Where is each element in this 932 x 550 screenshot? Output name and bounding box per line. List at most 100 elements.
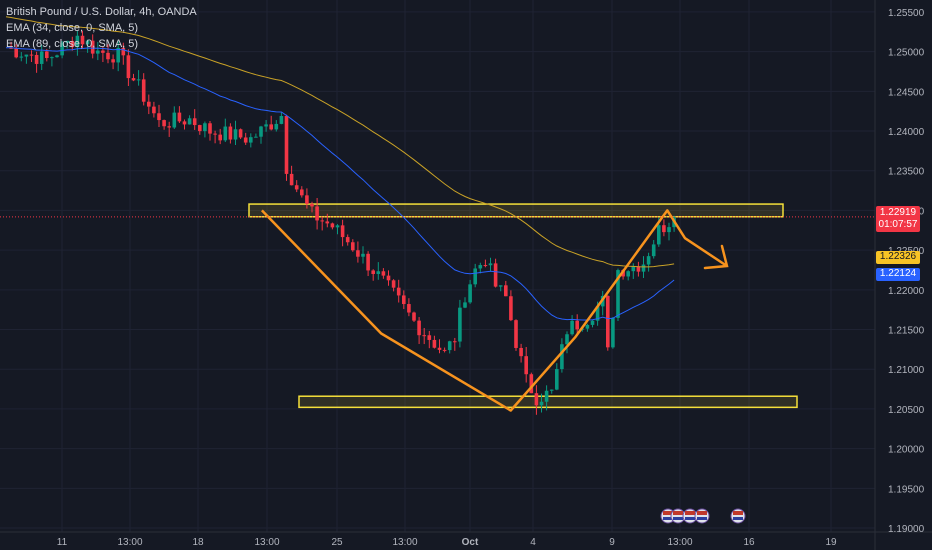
flag-stripe [685, 511, 695, 515]
x-tick-label: 13:00 [392, 537, 417, 548]
candle-body [447, 341, 452, 351]
flag-stripe [673, 511, 683, 515]
candle-body [417, 320, 421, 336]
candle-body [442, 349, 447, 351]
candle-body [345, 237, 350, 243]
candle-body [371, 270, 375, 274]
candle-body [111, 59, 115, 63]
time-axis[interactable]: 11 13:00 18 13:00 25 13:00 Oct 4 9 13:00 16 19 [57, 537, 837, 548]
candle-body [386, 275, 391, 281]
candle-body [75, 35, 80, 48]
y-tick-label: 1.20500 [888, 405, 925, 416]
candle-body [192, 118, 197, 126]
flag-stripe [685, 517, 695, 520]
candle-body [626, 271, 630, 277]
arrow-head [703, 244, 729, 270]
candle-body [631, 266, 636, 272]
candle-body [463, 302, 467, 308]
candle-body [34, 54, 39, 64]
candle-body [45, 51, 49, 58]
candle-body [254, 136, 258, 138]
candle-body [422, 335, 426, 337]
symbol-title[interactable]: British Pound / U.S. Dollar, 4h, OANDA [6, 6, 197, 18]
candle-body [514, 320, 518, 348]
candle-body [646, 256, 651, 265]
y-tick-label: 1.21500 [888, 326, 925, 337]
candle-body [167, 126, 171, 128]
ema-89-line [5, 16, 675, 268]
candle-body [259, 126, 263, 137]
candle-body [294, 185, 299, 190]
candle-body [468, 284, 472, 303]
candle-body [187, 118, 192, 125]
candle-body [662, 225, 666, 233]
candle-body [376, 271, 381, 274]
horizontal-zones [248, 203, 798, 409]
candle-body [636, 266, 641, 272]
y-tick-label: 1.19000 [888, 524, 925, 535]
candle-body [14, 48, 18, 58]
candle-body [70, 40, 75, 48]
ema-34-line [6, 47, 675, 321]
y-tick-label: 1.24000 [888, 127, 925, 138]
candle-body [335, 225, 340, 228]
candle-body [300, 189, 304, 196]
ema89-legend[interactable]: EMA (89, close, 0, SMA, 5) [6, 38, 139, 50]
candle-body [549, 389, 554, 391]
candle-body [595, 306, 600, 321]
candle-body [243, 137, 248, 143]
candle-body [162, 120, 166, 127]
candle-body [90, 40, 95, 54]
candle-body [493, 263, 498, 287]
candle-body [147, 101, 151, 107]
flag-stripe [697, 511, 707, 515]
economic-event-icon[interactable] [730, 508, 746, 524]
flag-stripe [663, 517, 673, 520]
candle-body [437, 347, 442, 350]
y-tick-label: 1.25500 [888, 8, 925, 19]
x-tick-label: 13:00 [117, 537, 142, 548]
candle-body [407, 304, 411, 313]
economic-event-icon[interactable] [694, 508, 710, 524]
candle-body [284, 116, 289, 174]
candle-body [29, 54, 34, 56]
candle-body [325, 221, 330, 224]
candle-body [310, 203, 314, 207]
candle-body [24, 54, 29, 57]
x-tick-label: 16 [743, 537, 755, 548]
candle-body [39, 51, 44, 64]
candlestick-series [9, 30, 676, 415]
flag-stripe [663, 511, 673, 515]
candle-body [544, 390, 549, 402]
flag-stripe [733, 511, 743, 515]
candle-body [121, 47, 126, 56]
candle-body [667, 227, 671, 233]
candle-body [228, 126, 233, 140]
candle-body [524, 356, 528, 375]
candle-body [616, 270, 620, 318]
chart-legend: British Pound / U.S. Dollar, 4h, OANDA E… [6, 4, 197, 52]
candle-body [55, 55, 59, 58]
candle-body [396, 287, 401, 296]
candle-body [539, 401, 544, 406]
candle-body [141, 79, 146, 102]
x-tick-label: 13:00 [667, 537, 692, 548]
candle-body [590, 320, 595, 325]
candle-body [172, 112, 177, 128]
candle-body [101, 50, 105, 53]
last-price-value: 1.22919 [879, 207, 917, 218]
candle-body [330, 223, 335, 228]
candle-body [9, 47, 13, 49]
economic-events[interactable] [660, 508, 746, 524]
ema34-legend[interactable]: EMA (34, close, 0, SMA, 5) [6, 22, 139, 34]
candle-body [361, 253, 365, 257]
candle-body [279, 116, 284, 124]
x-tick-label: Oct [462, 537, 479, 548]
y-tick-label: 1.22000 [888, 286, 925, 297]
candle-body [351, 242, 355, 251]
v-pattern-line [260, 209, 728, 412]
candle-body [402, 295, 406, 305]
candle-body [473, 268, 477, 285]
